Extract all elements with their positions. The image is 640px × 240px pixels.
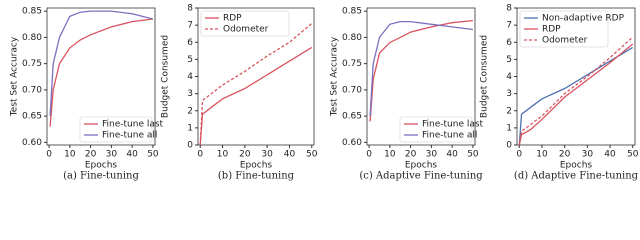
x-tick-label: 40 (604, 150, 616, 160)
y-tick-label: 1 (506, 123, 512, 133)
x-tick-label: 10 (384, 150, 396, 160)
y-tick-label: 2 (506, 106, 512, 116)
x-tick-label: 0 (366, 150, 372, 160)
caption: (b) Fine-tuning (218, 171, 295, 182)
legend-label: RDP (223, 14, 242, 24)
x-tick-label: 20 (85, 150, 97, 160)
legend-box (519, 10, 609, 48)
y-tick-label: 0.80 (342, 33, 362, 43)
y-tick-label: 0 (187, 141, 193, 151)
x-tick-label: 30 (582, 150, 594, 160)
caption: (c) Adaptive Fine-tuning (359, 171, 483, 182)
x-tick-label: 20 (239, 150, 251, 160)
y-tick-label: 0.85 (22, 7, 42, 17)
legend-label: RDP (542, 25, 561, 35)
y-tick-label: 5 (506, 55, 512, 65)
caption: (d) Adaptive Fine-tuning (514, 171, 639, 182)
y-tick-label: 0.80 (22, 33, 42, 43)
y-tick-label: 4 (187, 72, 193, 82)
y-tick-label: 8 (506, 4, 512, 14)
y-tick-label: 8 (187, 4, 193, 14)
caption: (a) Fine-tuning (63, 171, 139, 182)
x-tick-label: 0 (516, 150, 522, 160)
y-axis-label: Test Set Accuracy (330, 36, 340, 117)
y-tick-label: 0.65 (22, 112, 42, 122)
series-line (518, 46, 634, 146)
y-tick-label: 0.75 (342, 59, 362, 69)
x-tick-label: 40 (284, 150, 296, 160)
x-tick-label: 40 (446, 150, 458, 160)
x-tick-label: 50 (147, 150, 159, 160)
series-line (49, 10, 154, 117)
x-tick-label: 30 (426, 150, 438, 160)
y-tick-label: 5 (187, 55, 193, 65)
y-tick-label: 7 (187, 21, 193, 31)
x-tick-label: 40 (126, 150, 138, 160)
y-tick-label: 7 (506, 21, 512, 31)
y-tick-label: 6 (187, 38, 193, 48)
series-line (49, 18, 153, 127)
plot-frame (46, 7, 156, 146)
x-axis-label: Epochs (240, 161, 273, 171)
x-axis-label: Epochs (85, 161, 118, 171)
x-tick-label: 50 (627, 150, 639, 160)
figure: 0.600.650.700.750.800.850 10 20 30 40 50Epoch… (10, 4, 639, 182)
legend-box (79, 116, 153, 143)
legend-label: Fine-tune all (422, 131, 477, 141)
y-axis-label: Budget Consumed (161, 35, 171, 118)
plot-frame (366, 7, 476, 146)
y-tick-label: 0 (506, 141, 512, 151)
y-tick-label: 0.60 (22, 138, 42, 148)
x-tick-label: 30 (106, 150, 118, 160)
y-tick-label: 0.70 (342, 85, 362, 95)
x-tick-label: 20 (559, 150, 571, 160)
legend-label: Odometer (223, 25, 269, 35)
y-tick-label: 3 (506, 89, 512, 99)
y-tick-label: 0.70 (22, 85, 42, 95)
x-tick-label: 10 (536, 150, 548, 160)
legend-label: Fine-tune last (422, 120, 484, 130)
legend-label: Fine-tune all (102, 131, 157, 141)
y-tick-label: 6 (506, 38, 512, 48)
y-tick-label: 3 (187, 89, 193, 99)
y-tick-label: 2 (187, 106, 193, 116)
x-axis-label: Epochs (560, 161, 593, 171)
x-tick-label: 10 (64, 150, 76, 160)
y-tick-label: 0.75 (22, 59, 42, 69)
x-tick-label: 0 (46, 150, 52, 160)
series-line (518, 36, 634, 146)
x-tick-label: 20 (405, 150, 417, 160)
x-tick-label: 0 (197, 150, 203, 160)
x-axis-label: Epochs (405, 161, 438, 171)
series-line (518, 43, 634, 146)
y-tick-label: 1 (187, 123, 193, 133)
legend-label: Fine-tune last (102, 120, 164, 130)
y-tick-label: 0.65 (342, 112, 362, 122)
y-tick-label: 0.60 (342, 138, 362, 148)
y-axis-label: Test Set Accuracy (10, 36, 20, 117)
legend-box (200, 10, 290, 37)
series-line (369, 20, 473, 117)
series-line (369, 19, 473, 122)
legend-label: Odometer (542, 36, 588, 46)
series-line (199, 22, 313, 146)
y-tick-label: 4 (506, 72, 512, 82)
y-tick-label: 0.85 (342, 7, 362, 17)
x-tick-label: 10 (217, 150, 229, 160)
x-tick-label: 30 (261, 150, 273, 160)
x-tick-label: 50 (467, 150, 479, 160)
legend-box (399, 116, 473, 143)
series-line (199, 46, 313, 146)
x-tick-label: 50 (306, 150, 318, 160)
y-axis-label: Budget Consumed (480, 35, 490, 118)
legend-label: Non-adaptive RDP (542, 14, 625, 24)
